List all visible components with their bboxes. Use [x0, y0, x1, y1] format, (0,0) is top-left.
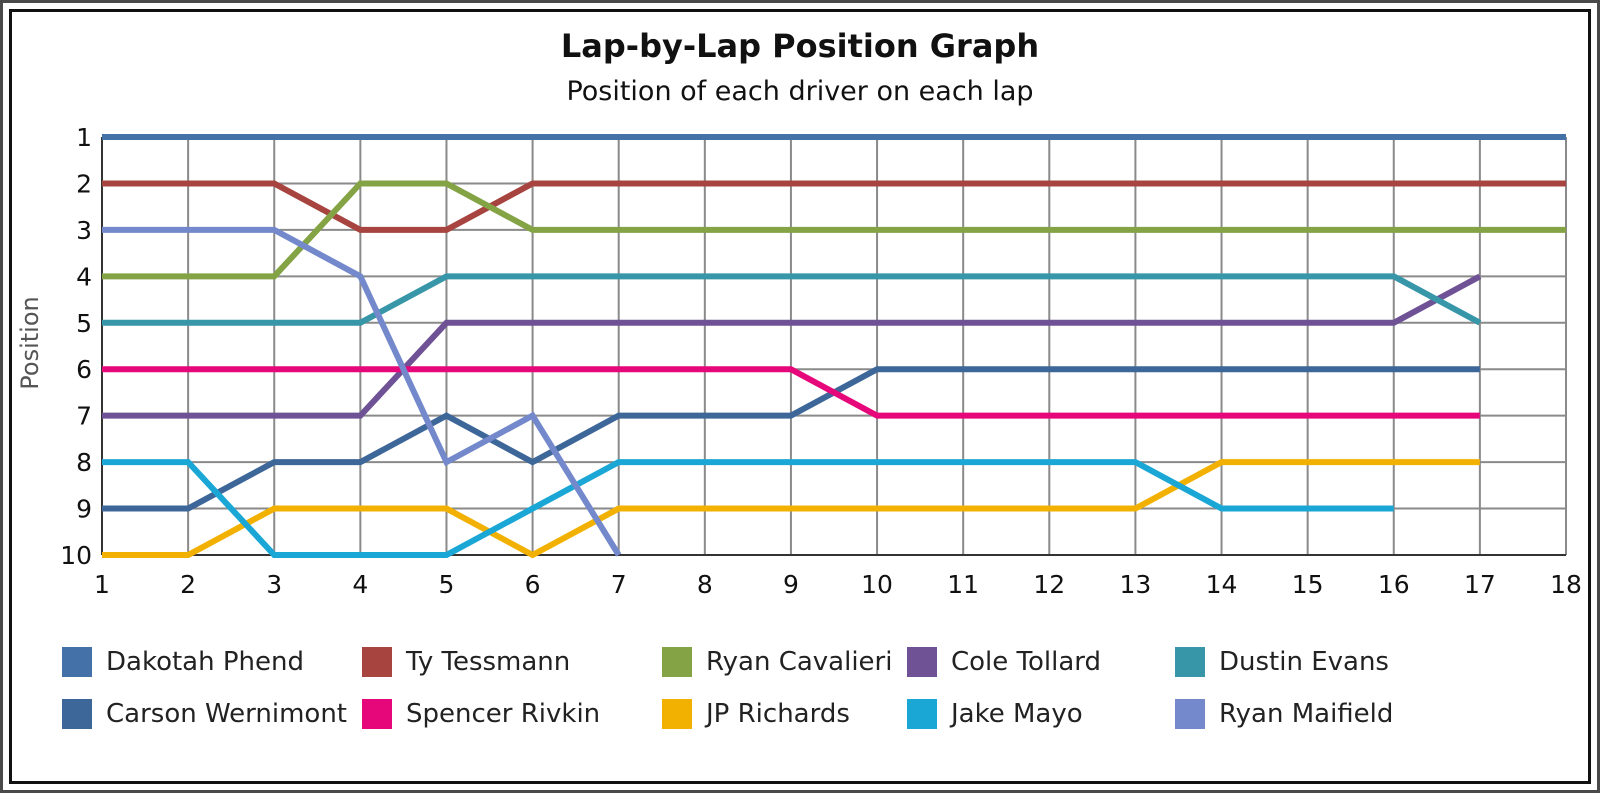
- legend-item-dustin-evans: Dustin Evans: [1175, 645, 1435, 679]
- legend-swatch: [62, 647, 92, 677]
- legend-label: JP Richards: [706, 699, 850, 729]
- legend-item-dakotah-phend: Dakotah Phend: [62, 645, 362, 679]
- legend-label: Jake Mayo: [951, 699, 1083, 729]
- legend-label: Carson Wernimont: [106, 699, 347, 729]
- y-tick-label: 1: [76, 123, 92, 152]
- legend-item-ryan-maifield: Ryan Maifield: [1175, 697, 1435, 731]
- legend-item-ryan-cavalieri: Ryan Cavalieri: [662, 645, 907, 679]
- x-tick-label: 11: [947, 570, 979, 599]
- legend-swatch: [362, 699, 392, 729]
- x-tick-label: 6: [525, 570, 541, 599]
- y-tick-label: 4: [76, 262, 92, 291]
- x-tick-label: 12: [1033, 570, 1065, 599]
- x-tick-label: 18: [1550, 570, 1582, 599]
- y-tick-label: 10: [60, 541, 92, 570]
- chart-legend: Dakotah Phend Ty Tessmann Ryan Cavalieri Co…: [62, 645, 1542, 731]
- x-tick-label: 15: [1292, 570, 1324, 599]
- legend-label: Dakotah Phend: [106, 647, 304, 677]
- legend-label: Ty Tessmann: [406, 647, 571, 677]
- legend-label: Spencer Rivkin: [406, 699, 601, 729]
- x-tick-label: 16: [1378, 570, 1410, 599]
- x-tick-label: 2: [180, 570, 196, 599]
- legend-swatch: [662, 699, 692, 729]
- series-line-ryan-maifield: [102, 226, 622, 557]
- x-tick-label: 13: [1120, 570, 1152, 599]
- x-tick-label: 9: [783, 570, 799, 599]
- series-line-jake-mayo: [102, 459, 1394, 558]
- legend-label: Cole Tollard: [951, 647, 1102, 677]
- chart-subtitle: Position of each driver on each lap: [566, 76, 1034, 107]
- x-tick-label: 4: [352, 570, 368, 599]
- y-axis-ticks: 1 2 3 4 5 6 7 8 9 10: [60, 123, 92, 570]
- series-line-jp-richards: [102, 459, 1480, 559]
- x-tick-label: 1: [94, 570, 110, 599]
- legend-label: Ryan Cavalieri: [706, 647, 893, 677]
- legend-swatch: [1175, 647, 1205, 677]
- y-tick-label: 8: [76, 448, 92, 477]
- legend-item-cole-tollard: Cole Tollard: [907, 645, 1175, 679]
- legend-swatch: [362, 647, 392, 677]
- y-tick-label: 7: [76, 402, 92, 431]
- legend-swatch: [907, 647, 937, 677]
- x-tick-label: 10: [861, 570, 893, 599]
- y-tick-label: 6: [76, 355, 92, 384]
- legend-item-jp-richards: JP Richards: [662, 697, 907, 731]
- series-line-spencer-rivkin: [102, 366, 1480, 419]
- series-line-dustin-evans: [102, 273, 1482, 326]
- series-line-carson-wernimont: [102, 366, 1480, 512]
- x-tick-label: 8: [697, 570, 713, 599]
- legend-item-jake-mayo: Jake Mayo: [907, 697, 1175, 731]
- y-tick-label: 9: [76, 495, 92, 524]
- x-tick-label: 3: [266, 570, 282, 599]
- legend-item-spencer-rivkin: Spencer Rivkin: [362, 697, 662, 731]
- legend-swatch: [907, 699, 937, 729]
- x-tick-label: 7: [611, 570, 627, 599]
- series-line-ryan-cavalieri: [102, 180, 1566, 280]
- chart-frame-inner: [9, 9, 1591, 784]
- legend-swatch: [62, 699, 92, 729]
- legend-label: Dustin Evans: [1219, 647, 1389, 677]
- series-line-cole-tollard: [102, 273, 1482, 419]
- legend-item-ty-tessmann: Ty Tessmann: [362, 645, 662, 679]
- y-tick-label: 2: [76, 169, 92, 198]
- legend-swatch: [662, 647, 692, 677]
- grid-lines: [101, 136, 1567, 556]
- y-tick-label: 3: [76, 216, 92, 245]
- legend-item-carson-wernimont: Carson Wernimont: [62, 697, 362, 731]
- legend-label: Ryan Maifield: [1219, 699, 1394, 729]
- x-axis-ticks: 1 2 3 4 5 6 7 8 9 10 11 12 13 14 15 16 17 18: [94, 570, 1582, 599]
- legend-swatch: [1175, 699, 1205, 729]
- y-tick-label: 5: [76, 309, 92, 338]
- chart-title: Lap-by-Lap Position Graph: [560, 27, 1040, 65]
- x-tick-label: 14: [1206, 570, 1238, 599]
- series-line-ty-tessmann: [102, 180, 1566, 233]
- x-tick-label: 5: [439, 570, 455, 599]
- x-tick-label: 17: [1464, 570, 1496, 599]
- y-axis-label: Position: [16, 296, 44, 389]
- series-lines: [102, 134, 1566, 559]
